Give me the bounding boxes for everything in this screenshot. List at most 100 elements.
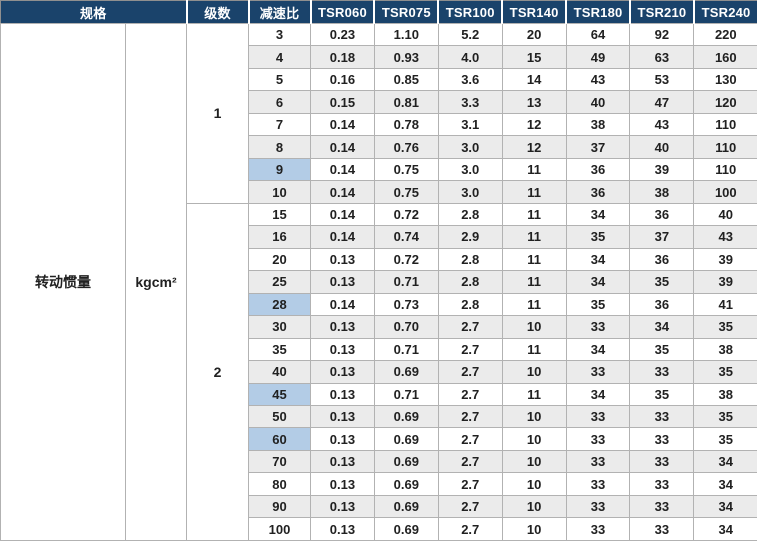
value-cell: 33 [565, 404, 631, 429]
table-row: 8 0.14 0.76 3.0 12 37 40 110 [1, 135, 757, 159]
table-row: 9 0.14 0.75 3.0 11 36 39 110 [1, 157, 757, 182]
value-cell: 0.14 [310, 292, 375, 317]
table-row: 25 0.13 0.71 2.8 11 34 35 39 [1, 270, 757, 294]
value-cell: 0.13 [310, 517, 375, 541]
value-cell: 0.13 [310, 404, 375, 429]
table-row: 80 0.13 0.69 2.7 10 33 33 34 [1, 472, 757, 496]
value-cell: 49 [565, 45, 631, 69]
value-cell: 35 [565, 292, 631, 317]
value-cell: 110 [693, 157, 757, 182]
value-cell: 2.7 [437, 449, 503, 474]
value-cell: 40 [693, 202, 757, 227]
value-cell: 38 [693, 337, 757, 362]
value-cell: 2.7 [437, 427, 503, 451]
value-cell: 36 [565, 180, 631, 204]
value-cell: 2.8 [437, 247, 503, 272]
value-cell: 34 [565, 337, 631, 362]
column-header-model: TSR060 [310, 0, 376, 24]
value-cell: 0.13 [310, 360, 375, 384]
value-cell: 34 [565, 382, 631, 406]
value-cell: 10 [501, 360, 567, 384]
value-cell: 5.2 [437, 22, 503, 47]
value-cell: 2.7 [437, 517, 503, 541]
value-cell: 33 [629, 427, 695, 451]
value-cell: 0.15 [310, 90, 375, 114]
value-cell: 38 [629, 180, 695, 204]
value-cell: 0.13 [310, 315, 375, 339]
value-cell: 10 [501, 472, 567, 496]
value-cell: 0.69 [373, 427, 439, 451]
table-row: 50 0.13 0.69 2.7 10 33 33 35 [1, 404, 757, 429]
column-header-model: TSR100 [438, 0, 504, 24]
value-cell: 4.0 [437, 45, 503, 69]
value-cell: 0.13 [310, 472, 375, 496]
value-cell: 43 [693, 225, 757, 249]
value-cell: 35 [693, 315, 757, 339]
column-header-model: TSR140 [502, 0, 568, 24]
ratio-cell: 30 [248, 315, 311, 339]
ratio-cell: 50 [248, 404, 311, 429]
value-cell: 36 [565, 157, 631, 182]
value-cell: 33 [565, 427, 631, 451]
table-row: 28 0.14 0.73 2.8 11 35 36 41 [1, 292, 757, 317]
ratio-cell: 6 [248, 90, 311, 114]
spec-name-cell: 转动惯量 [0, 23, 126, 541]
value-cell: 33 [629, 404, 695, 429]
value-cell: 11 [501, 382, 567, 406]
value-cell: 11 [501, 202, 567, 227]
value-cell: 0.71 [373, 337, 439, 362]
value-cell: 92 [629, 22, 695, 47]
value-cell: 33 [565, 360, 631, 384]
value-cell: 2.7 [437, 472, 503, 496]
value-cell: 14 [501, 67, 567, 92]
value-cell: 0.78 [373, 112, 439, 137]
value-cell: 34 [693, 494, 757, 519]
value-cell: 0.18 [310, 45, 375, 69]
value-cell: 0.72 [373, 202, 439, 227]
value-cell: 10 [501, 449, 567, 474]
value-cell: 0.13 [310, 449, 375, 474]
stage-cell: 1 [186, 23, 249, 204]
value-cell: 100 [693, 180, 757, 204]
table-row: 45 0.13 0.71 2.7 11 34 35 38 [1, 382, 757, 406]
value-cell: 0.85 [373, 67, 439, 92]
value-cell: 36 [629, 202, 695, 227]
value-cell: 34 [629, 315, 695, 339]
value-cell: 35 [565, 225, 631, 249]
ratio-cell: 28 [248, 292, 311, 317]
value-cell: 43 [629, 112, 695, 137]
value-cell: 38 [693, 382, 757, 406]
table-body: 转动惯量 kgcm² 1 3 0.23 1.10 5.2 20 64 92 220 4 0.18 0.93… [0, 22, 757, 541]
value-cell: 1.10 [373, 22, 439, 47]
value-cell: 15 [501, 45, 567, 69]
value-cell: 34 [693, 449, 757, 474]
value-cell: 0.71 [373, 270, 439, 294]
value-cell: 0.74 [373, 225, 439, 249]
value-cell: 0.93 [373, 45, 439, 69]
value-cell: 0.70 [373, 315, 439, 339]
column-header-model: TSR180 [566, 0, 631, 24]
value-cell: 0.69 [373, 517, 439, 541]
value-cell: 0.69 [373, 472, 439, 496]
table-row: 30 0.13 0.70 2.7 10 33 34 35 [1, 315, 757, 339]
value-cell: 10 [501, 427, 567, 451]
value-cell: 0.14 [310, 202, 375, 227]
value-cell: 0.69 [373, 494, 439, 519]
value-cell: 43 [565, 67, 631, 92]
value-cell: 12 [501, 112, 567, 137]
value-cell: 0.23 [310, 22, 375, 47]
table-row: 转动惯量 kgcm² 1 3 0.23 1.10 5.2 20 64 92 220 [0, 22, 757, 541]
value-cell: 53 [629, 67, 695, 92]
value-cell: 10 [501, 517, 567, 541]
ratio-cell: 9 [248, 157, 311, 182]
table-row: 2 15 0.14 0.72 2.8 11 34 36 40 [1, 202, 757, 541]
spec-unit-cell: kgcm² [125, 23, 187, 541]
value-cell: 34 [693, 517, 757, 541]
ratio-cell: 16 [248, 225, 311, 249]
value-cell: 37 [629, 225, 695, 249]
value-cell: 10 [501, 404, 567, 429]
value-cell: 34 [693, 472, 757, 496]
value-cell: 2.7 [437, 494, 503, 519]
value-cell: 0.14 [310, 225, 375, 249]
